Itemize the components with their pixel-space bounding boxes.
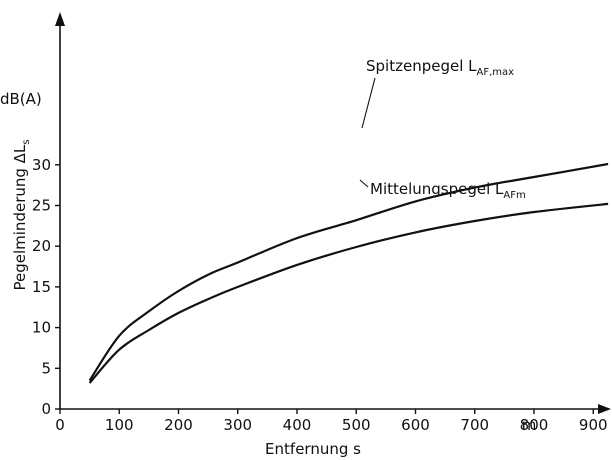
x-tick-label: 800 — [520, 416, 549, 434]
x-axis-arrow — [598, 404, 611, 414]
series-mittelungspegel-line — [88, 202, 609, 384]
y-tick-label: 0 — [41, 400, 51, 418]
y-tick-label: 25 — [32, 197, 51, 215]
y-axis-title: Pegelminderung ΔLs — [11, 140, 32, 291]
y-unit-label: dB(A) — [0, 90, 42, 108]
y-tick-label: 10 — [32, 319, 51, 337]
x-tick-label: 200 — [164, 416, 193, 434]
tick-group: 0 100 200 300 400 500 600 700 800 900 0 5 10 15 20 25 30 — [32, 156, 608, 434]
x-tick-label: 500 — [342, 416, 371, 434]
y-tick-label: 30 — [32, 156, 51, 174]
series-1-leader — [361, 77, 376, 129]
series-2-leader — [359, 179, 369, 188]
y-tick-label: 5 — [41, 359, 51, 377]
y-tick-label: 20 — [32, 237, 51, 255]
series-spitzenpegel-line — [88, 162, 609, 382]
x-axis-title: Entfernung s — [265, 440, 361, 458]
x-unit-label: m — [522, 416, 537, 434]
x-tick-label: 300 — [223, 416, 252, 434]
series-2-label: Mittelungspegel LAFm — [370, 180, 526, 201]
x-tick-label: 100 — [105, 416, 134, 434]
x-tick-label: 400 — [283, 416, 312, 434]
x-tick-label: 700 — [460, 416, 489, 434]
series-1-label: Spitzenpegel LAF,max — [366, 57, 514, 78]
x-tick-label: 600 — [401, 416, 430, 434]
x-tick-label: 900 — [579, 416, 608, 434]
y-tick-label: 15 — [32, 278, 51, 296]
curve-group — [88, 162, 609, 384]
x-tick-label: 0 — [55, 416, 65, 434]
y-axis-arrow — [55, 12, 65, 26]
